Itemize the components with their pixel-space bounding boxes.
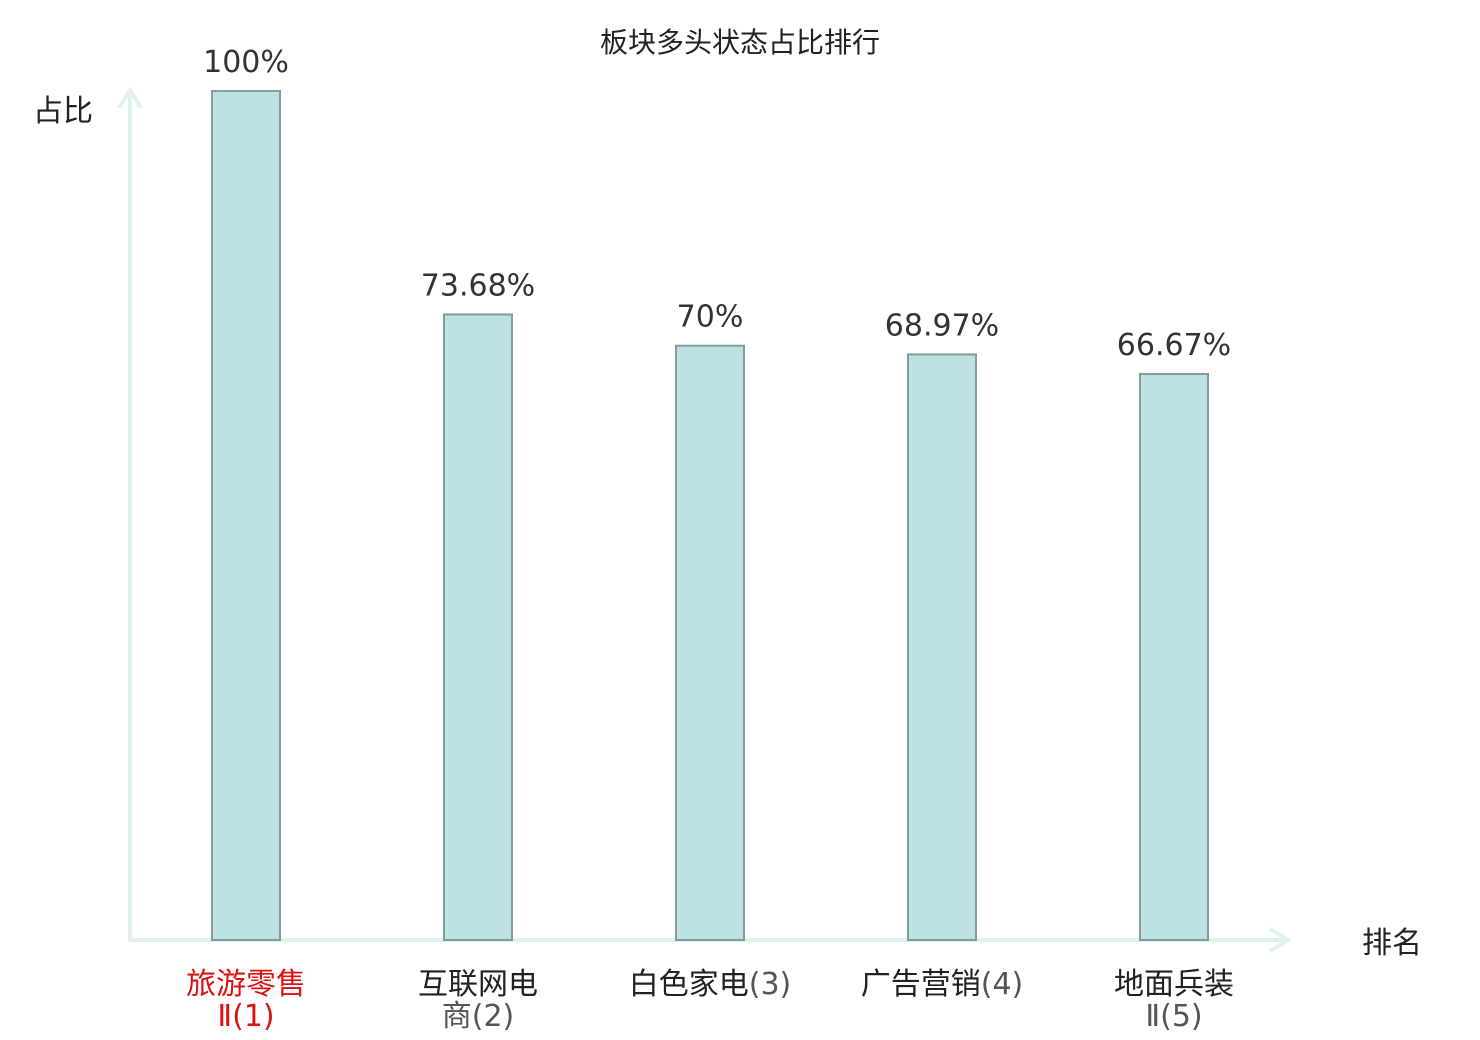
x-axis: 排名: [128, 926, 1422, 961]
x-axis-label: 排名: [1362, 926, 1422, 961]
bar: [443, 313, 513, 941]
category-name: 白色家电: [629, 967, 749, 1002]
category-rank: (3): [749, 967, 792, 1002]
bar-value-label: 68.97%: [885, 308, 999, 343]
category-name: 广告营销: [861, 967, 981, 1002]
bar: [1139, 372, 1209, 942]
bar: [211, 90, 281, 941]
category-name: 互联网电: [418, 967, 538, 1002]
bar: [675, 344, 745, 941]
value-labels-group: 100% 73.68% 70% 68.97% 66.67%: [203, 45, 1231, 363]
category-rank: Ⅱ(5): [1145, 999, 1202, 1034]
y-axis: 占比: [33, 86, 143, 940]
y-axis-label: 占比: [33, 94, 93, 129]
bar-value-label: 70%: [677, 300, 744, 335]
category-name: 地面兵装: [1114, 967, 1234, 1002]
y-axis-arrow-icon: [117, 86, 143, 110]
bars-group: [211, 90, 1209, 942]
category-rank: 商(2): [442, 999, 515, 1034]
bar-value-label: 66.67%: [1117, 328, 1231, 363]
chart-title: 板块多头状态占比排行: [600, 26, 880, 59]
category-label: 广告营销(4): [861, 967, 1024, 1002]
x-axis-arrow-icon: [1268, 927, 1292, 953]
bar-value-label: 73.68%: [421, 268, 535, 303]
category-rank: Ⅱ(1): [217, 999, 274, 1034]
bar-value-label: 100%: [203, 45, 289, 80]
category-name: 旅游零售: [186, 967, 306, 1002]
category-rank: (4): [981, 967, 1024, 1002]
bar: [907, 353, 977, 941]
category-label: 白色家电(3): [629, 967, 792, 1002]
